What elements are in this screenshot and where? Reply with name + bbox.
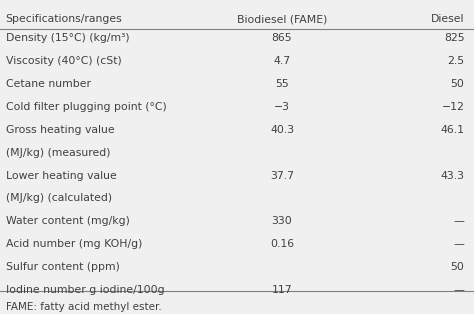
Text: (MJ/kg) (measured): (MJ/kg) (measured) xyxy=(6,148,110,158)
Text: Specifications/ranges: Specifications/ranges xyxy=(6,14,122,24)
Text: 330: 330 xyxy=(272,216,292,226)
Text: Cold filter plugging point (°C): Cold filter plugging point (°C) xyxy=(6,102,166,112)
Text: Acid number (mg KOH/g): Acid number (mg KOH/g) xyxy=(6,239,142,249)
Text: 0.16: 0.16 xyxy=(270,239,294,249)
Text: FAME: fatty acid methyl ester.: FAME: fatty acid methyl ester. xyxy=(6,302,162,312)
Text: 865: 865 xyxy=(272,33,292,43)
Text: 4.7: 4.7 xyxy=(273,56,291,66)
Text: 50: 50 xyxy=(451,262,465,272)
Text: 40.3: 40.3 xyxy=(270,125,294,135)
Text: 46.1: 46.1 xyxy=(440,125,465,135)
Text: —: — xyxy=(454,239,465,249)
Text: Density (15°C) (kg/m³): Density (15°C) (kg/m³) xyxy=(6,33,129,43)
Text: Biodiesel (FAME): Biodiesel (FAME) xyxy=(237,14,327,24)
Text: Sulfur content (ppm): Sulfur content (ppm) xyxy=(6,262,119,272)
Text: Iodine number g iodine/100g: Iodine number g iodine/100g xyxy=(6,285,164,295)
Text: Water content (mg/kg): Water content (mg/kg) xyxy=(6,216,129,226)
Text: Diesel: Diesel xyxy=(431,14,465,24)
Text: Lower heating value: Lower heating value xyxy=(6,171,117,181)
Text: (MJ/kg) (calculated): (MJ/kg) (calculated) xyxy=(6,193,112,203)
Text: −12: −12 xyxy=(442,102,465,112)
Text: Cetane number: Cetane number xyxy=(6,79,91,89)
Text: —: — xyxy=(454,216,465,226)
Text: —: — xyxy=(454,285,465,295)
Text: 50: 50 xyxy=(451,79,465,89)
Text: 2.5: 2.5 xyxy=(447,56,465,66)
Text: 55: 55 xyxy=(275,79,289,89)
Text: −3: −3 xyxy=(274,102,290,112)
Text: 43.3: 43.3 xyxy=(440,171,465,181)
Text: Viscosity (40°C) (cSt): Viscosity (40°C) (cSt) xyxy=(6,56,121,66)
Text: 117: 117 xyxy=(272,285,292,295)
Text: 825: 825 xyxy=(444,33,465,43)
Text: Gross heating value: Gross heating value xyxy=(6,125,114,135)
Text: 37.7: 37.7 xyxy=(270,171,294,181)
